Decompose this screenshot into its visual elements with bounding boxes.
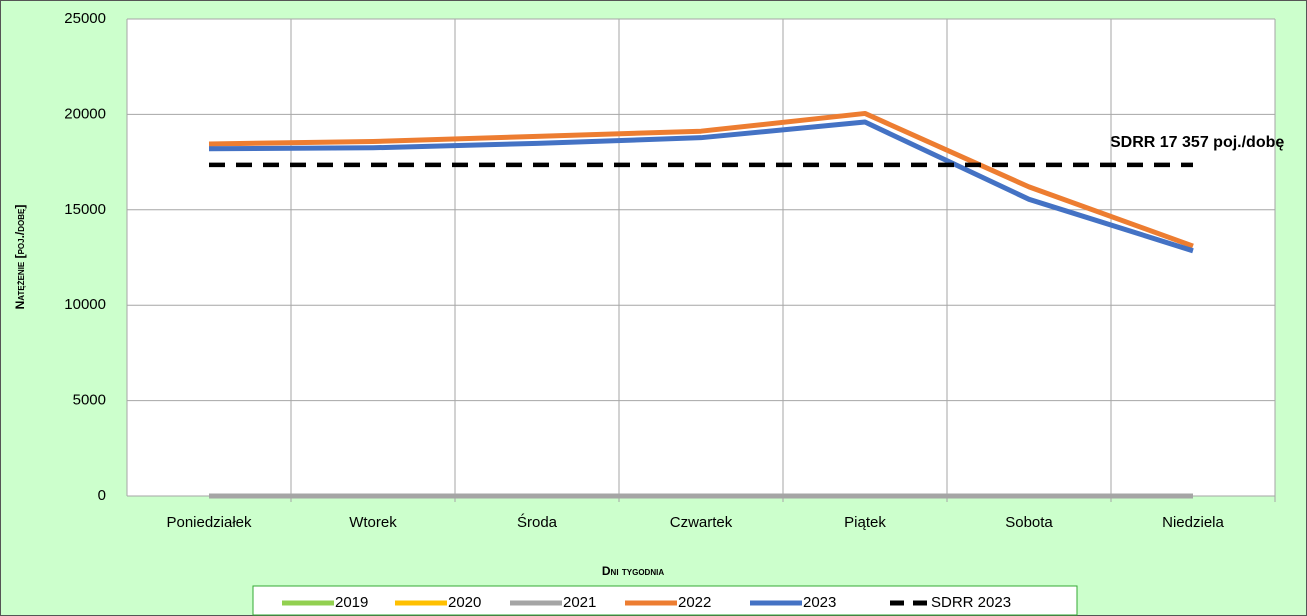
y-tick-label: 10000 xyxy=(64,296,106,313)
y-tick-label: 15000 xyxy=(64,201,106,218)
x-axis-title: Dni tygodnia xyxy=(602,564,664,578)
y-axis-title: Natężenie [poj./dobę] xyxy=(13,205,27,310)
plot-area xyxy=(127,19,1275,496)
legend-label: 2019 xyxy=(335,594,368,611)
y-tick-label: 0 xyxy=(98,487,106,504)
x-tick-label: Sobota xyxy=(1005,514,1053,531)
series-line xyxy=(208,110,1194,249)
x-tick-label: Piątek xyxy=(844,514,886,531)
y-tick-label: 5000 xyxy=(73,392,106,409)
legend-label: SDRR 2023 xyxy=(931,594,1011,611)
x-tick-label: Wtorek xyxy=(349,514,397,531)
annotation: SDRR 17 357 poj./dobę xyxy=(1110,134,1284,151)
legend-label: 2022 xyxy=(678,594,711,611)
y-tick-label: 25000 xyxy=(64,10,106,27)
legend-label: 2021 xyxy=(563,594,596,611)
legend-label: 2023 xyxy=(803,594,836,611)
legend-label: 2020 xyxy=(448,594,481,611)
x-tick-label: Czwartek xyxy=(670,514,733,531)
y-tick-label: 20000 xyxy=(64,105,106,122)
series-line xyxy=(208,119,1194,254)
x-tick-label: Środa xyxy=(517,513,558,531)
x-tick-label: Poniedziałek xyxy=(166,514,252,531)
x-tick-label: Niedziela xyxy=(1162,514,1224,531)
